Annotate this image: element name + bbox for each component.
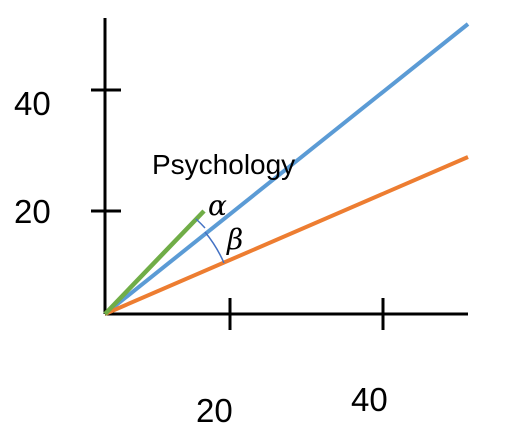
green-vector	[103, 209, 206, 316]
vector-label: Psychology	[152, 149, 295, 180]
angle-alpha-arc	[195, 218, 206, 229]
y-tick-label-40: 40	[14, 85, 51, 122]
beta-label: β	[226, 223, 243, 256]
alpha-label: α	[208, 189, 227, 222]
y-tick-label-20: 20	[14, 193, 51, 230]
x-tick-label-20: 20	[196, 392, 233, 429]
blue-line	[103, 22, 470, 316]
x-tick-label-40: 40	[351, 381, 388, 418]
orange-line	[104, 155, 469, 316]
angle-beta-arc	[204, 231, 225, 264]
